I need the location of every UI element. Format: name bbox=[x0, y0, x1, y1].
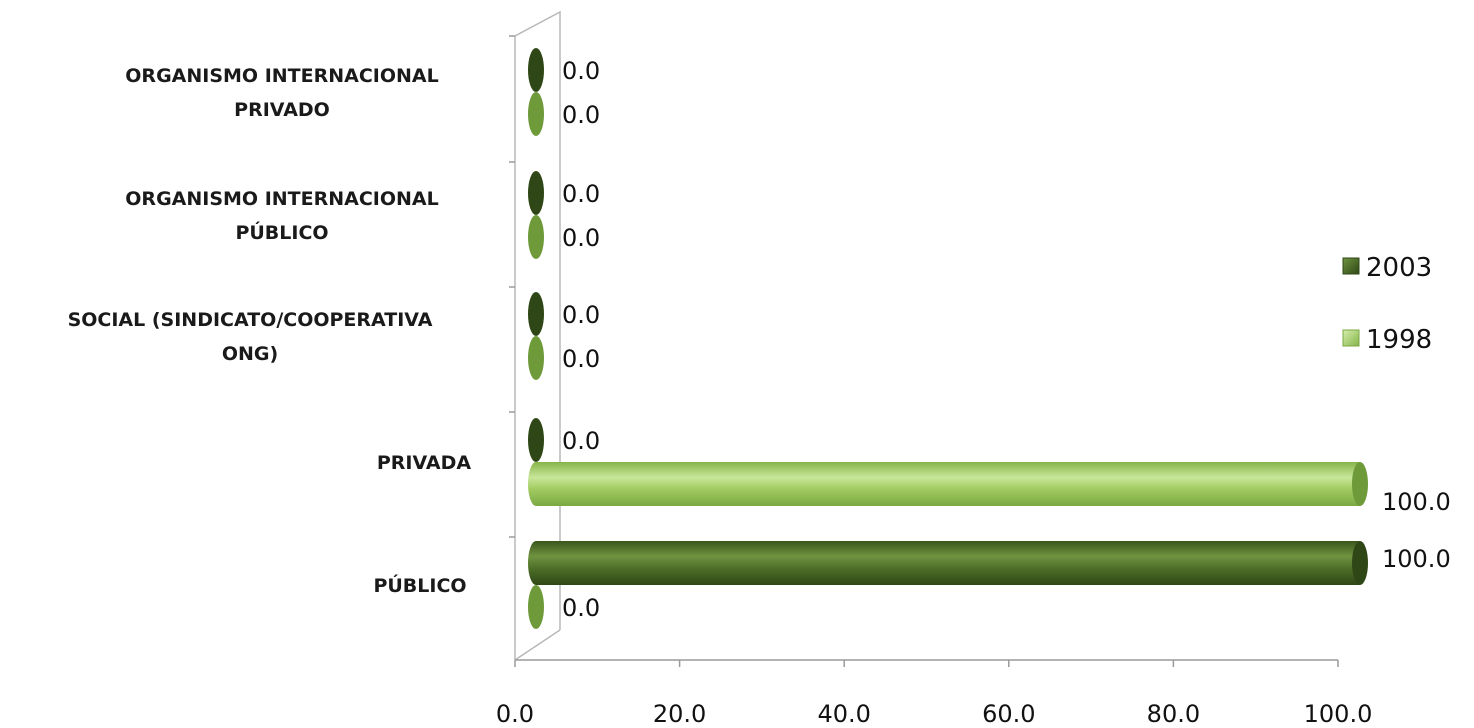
legend-label-1998: 1998 bbox=[1366, 325, 1432, 355]
legend-label-2003: 2003 bbox=[1366, 253, 1432, 283]
floor-edge bbox=[514, 629, 561, 661]
bar-end-cap-2003 bbox=[1352, 541, 1368, 585]
legend-swatch-2003 bbox=[1342, 257, 1360, 275]
category-label: PÚBLICO bbox=[373, 573, 466, 597]
value-label-2003: 0.0 bbox=[562, 180, 600, 208]
bar-zero-2003 bbox=[528, 48, 544, 92]
bar-zero-1998 bbox=[528, 215, 544, 259]
category-label: ORGANISMO INTERNACIONAL PÚBLICO bbox=[125, 188, 438, 244]
value-label-1998: 0.0 bbox=[562, 224, 600, 252]
value-label-2003: 100.0 bbox=[1382, 545, 1451, 573]
x-tick-label: 60.0 bbox=[982, 700, 1035, 728]
bar-zero-2003 bbox=[528, 171, 544, 215]
x-tick-label: 0.0 bbox=[496, 700, 534, 728]
value-label-1998: 0.0 bbox=[562, 594, 600, 622]
legend-item-2003: 2003 bbox=[1342, 253, 1432, 283]
bar-zero-2003 bbox=[528, 418, 544, 462]
x-tick-label: 80.0 bbox=[1147, 700, 1200, 728]
bar-zero-1998 bbox=[528, 336, 544, 380]
x-tick-label: 100.0 bbox=[1304, 700, 1373, 728]
value-label-1998: 0.0 bbox=[562, 101, 600, 129]
legend: 2003 1998 bbox=[1342, 253, 1432, 355]
value-label-1998: 100.0 bbox=[1382, 488, 1451, 516]
bar-start-cap-1998 bbox=[528, 462, 544, 506]
bar-1998 bbox=[536, 462, 1360, 506]
value-label-2003: 0.0 bbox=[562, 57, 600, 85]
bar-zero-1998 bbox=[528, 585, 544, 629]
axes bbox=[509, 10, 1339, 667]
legend-item-1998: 1998 bbox=[1342, 325, 1432, 355]
bar-zero-1998 bbox=[528, 92, 544, 136]
category-label: ORGANISMO INTERNACIONAL PRIVADO bbox=[125, 65, 438, 121]
bar-end-cap-1998 bbox=[1352, 462, 1368, 506]
category-label: SOCIAL (SINDICATO/COOPERATIVA ONG) bbox=[68, 309, 433, 365]
value-label-1998: 0.0 bbox=[562, 345, 600, 373]
x-tick-label: 40.0 bbox=[817, 700, 870, 728]
category-label: PRIVADA bbox=[377, 452, 472, 474]
value-label-2003: 0.0 bbox=[562, 301, 600, 329]
bar-zero-2003 bbox=[528, 292, 544, 336]
x-tick-label: 20.0 bbox=[653, 700, 706, 728]
legend-swatch-1998 bbox=[1342, 329, 1360, 347]
back-wall bbox=[514, 10, 561, 660]
bar-start-cap-2003 bbox=[528, 541, 544, 585]
value-label-2003: 0.0 bbox=[562, 427, 600, 455]
labels: 0.0 20.0 40.0 60.0 80.0 100.0 PÚBLICO PRIVADA SO… bbox=[68, 57, 1451, 728]
bars bbox=[528, 48, 1368, 629]
bar-2003 bbox=[536, 541, 1360, 585]
